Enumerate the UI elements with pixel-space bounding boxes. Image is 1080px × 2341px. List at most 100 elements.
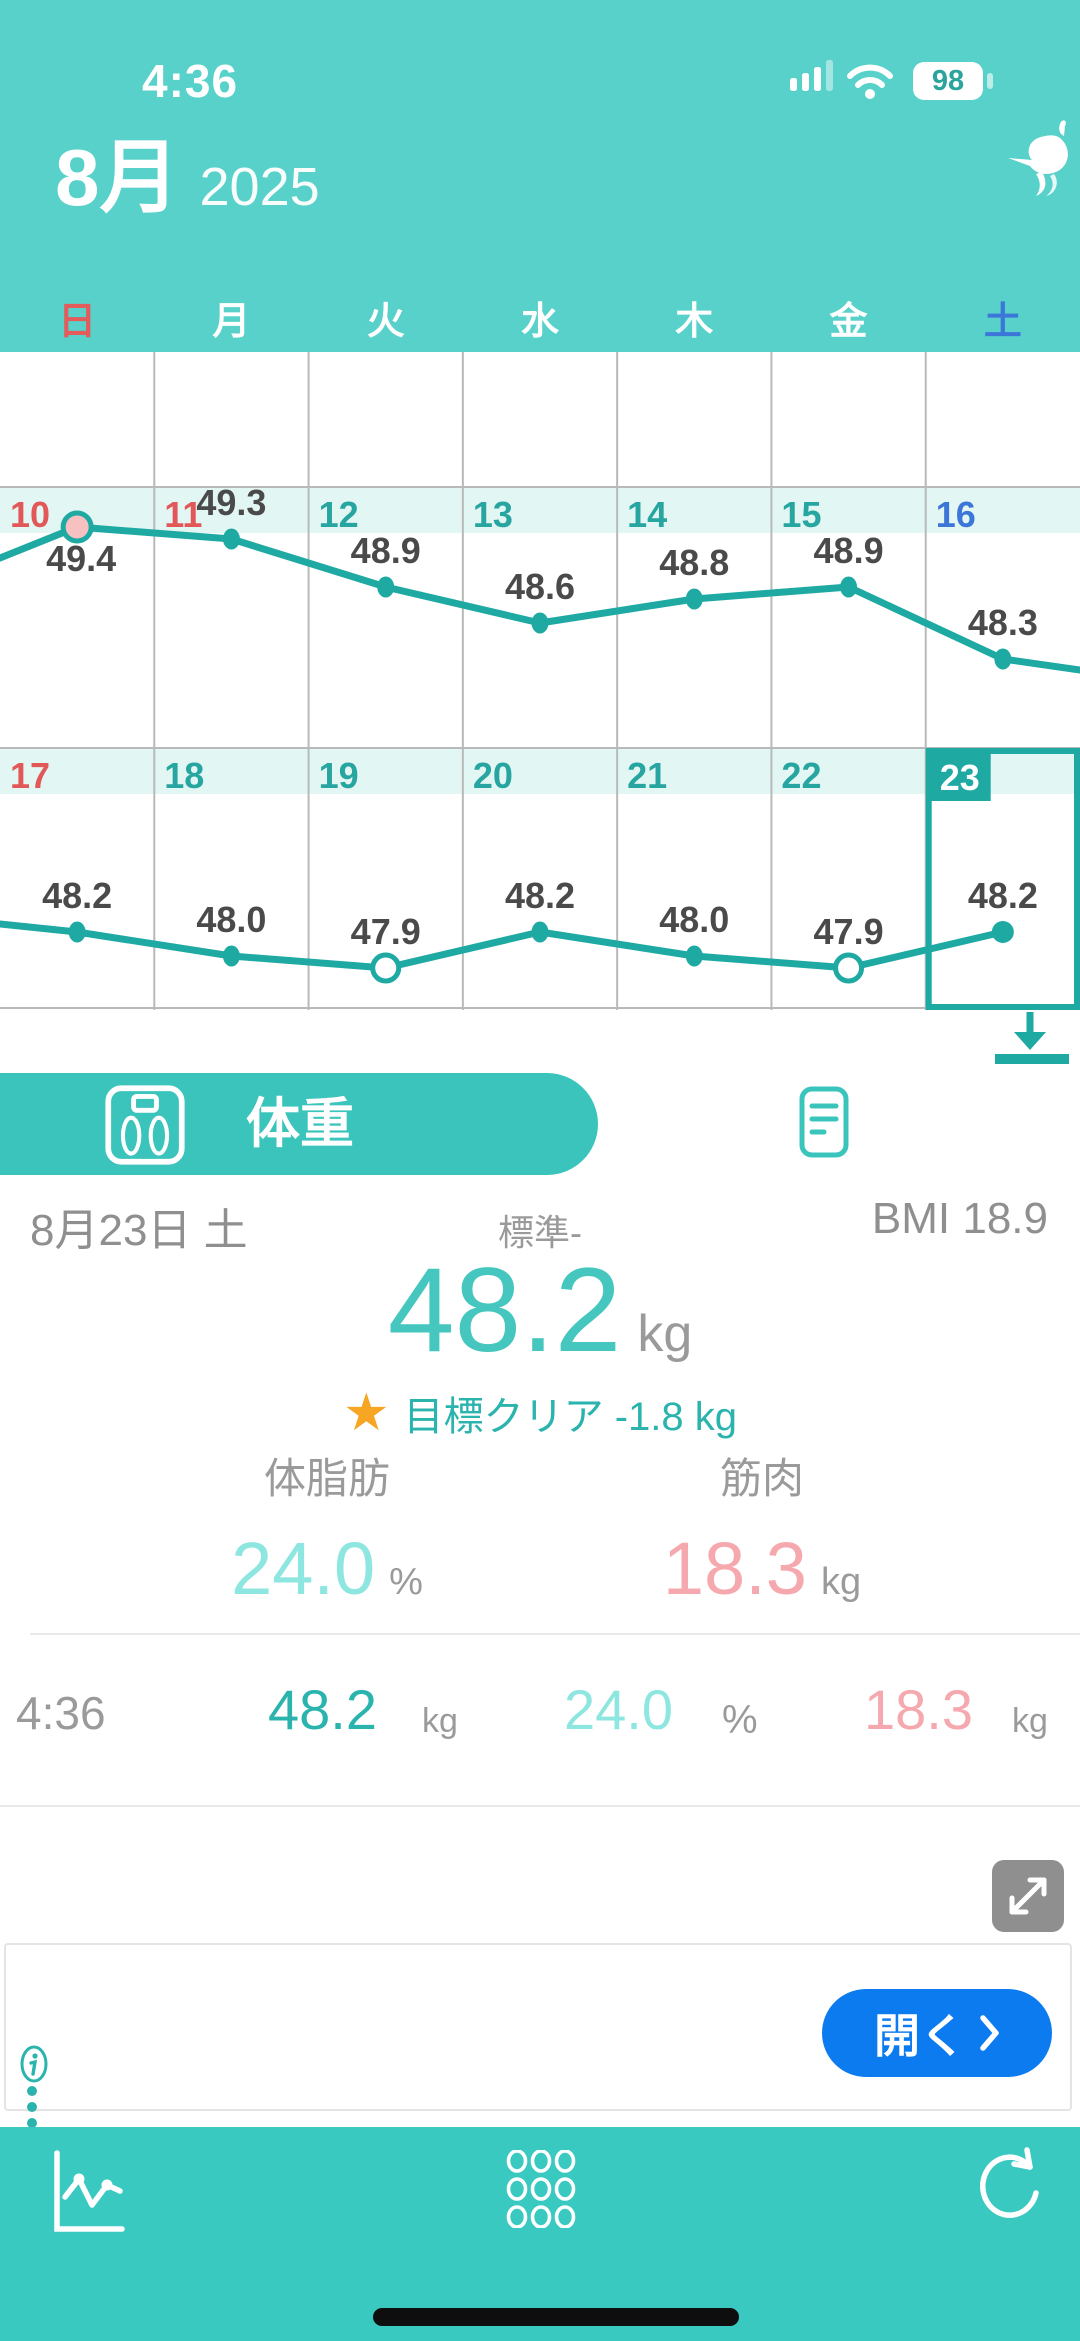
calendar-day-11[interactable]	[154, 487, 308, 748]
calendar-cell-empty[interactable]	[154, 352, 308, 487]
weight-line	[0, 920, 1007, 972]
weight-point-11	[222, 528, 240, 550]
calendar-cell-empty[interactable]	[617, 352, 771, 487]
selected-day-border	[925, 748, 1080, 1010]
weight-point-14	[685, 588, 703, 610]
weight-label-17: 48.2	[42, 875, 112, 916]
calendar-day-18[interactable]	[154, 748, 308, 1010]
memo-note-icon[interactable]	[799, 1086, 849, 1158]
ad-info-icon[interactable]	[14, 2041, 54, 2087]
calendar-cell-empty[interactable]	[463, 352, 617, 487]
calendar-day-17[interactable]	[0, 748, 154, 1010]
weight-point-20	[531, 921, 549, 943]
refresh-nav-icon[interactable]	[972, 2145, 1044, 2229]
calendar-cell-empty[interactable]	[309, 352, 463, 487]
weight-point-min-19[interactable]	[370, 952, 402, 984]
expand-arrows-icon	[1009, 1877, 1047, 1915]
weight-point-13	[531, 612, 549, 634]
weekday-label-木: 木	[675, 301, 714, 343]
body-fat-value: 24.0	[231, 1527, 376, 1610]
ad-open-button[interactable]: 開く	[822, 1989, 1052, 2077]
goal-star-icon: ★	[342, 1384, 390, 1442]
weekday-label-土: 土	[983, 301, 1022, 343]
goal-achievement-row: ★ 目標クリア -1.8 kg	[0, 1384, 1080, 1442]
weight-point-12	[377, 576, 395, 598]
weight-label-18: 48.0	[196, 899, 266, 940]
header: 4:36 98 8月 2025 日 月 火 水 木 金 土	[0, 0, 1080, 352]
date-number-17: 17	[10, 755, 50, 796]
weekday-label-水: 水	[520, 301, 559, 343]
expand-button[interactable]	[992, 1860, 1064, 1932]
weight-category-label: 標準-	[498, 1212, 582, 1253]
weight-tab-label: 体重	[246, 1094, 354, 1154]
menu-grid-icon[interactable]	[506, 2150, 576, 2228]
calendar-chart: 49.4 49.3 48.9 48.6 48.8 48.9 48.3 10 11 12 13 14 15…	[0, 352, 1080, 1010]
date-number-21: 21	[627, 755, 667, 796]
weight-label-13: 48.6	[505, 566, 575, 607]
muscle-label: 筋肉	[719, 1455, 804, 1502]
weight-point-16	[994, 648, 1012, 670]
weight-label-19: 47.9	[351, 911, 421, 952]
bottom-nav-bar	[0, 2127, 1080, 2341]
calendar-day-16[interactable]	[926, 487, 1080, 748]
scroll-down-arrow-icon[interactable]	[995, 1012, 1075, 1064]
date-number-10: 10	[10, 494, 50, 535]
muscle-block: 筋肉 18.3 kg	[592, 1445, 932, 1606]
date-number-14: 14	[627, 494, 667, 535]
weekday-label-火: 火	[366, 301, 405, 343]
calendar-day-21[interactable]	[617, 748, 771, 1010]
date-strip	[0, 487, 1080, 533]
calendar-day-15[interactable]	[771, 487, 925, 748]
ad-options-dots-icon[interactable]	[24, 2085, 40, 2133]
year-label: 2025	[199, 157, 320, 217]
hummingbird-logo-icon[interactable]	[1002, 118, 1074, 200]
wifi-icon	[847, 64, 893, 99]
weight-label-21: 48.0	[659, 899, 729, 940]
calendar-day-13[interactable]	[463, 487, 617, 748]
calendar-day-12[interactable]	[309, 487, 463, 748]
battery-nub	[987, 73, 993, 89]
calendar-day-23[interactable]	[926, 748, 1080, 1010]
weight-label-23: 48.2	[968, 875, 1038, 916]
weight-point-min-22[interactable]	[833, 952, 865, 984]
calendar-day-10[interactable]	[0, 487, 154, 748]
weight-point-18	[222, 945, 240, 967]
month-title: 8月 2025	[55, 138, 320, 218]
home-indicator[interactable]	[373, 2308, 739, 2326]
weight-tab-pill[interactable]: 体重	[0, 1073, 598, 1175]
status-time: 4:36	[142, 55, 239, 107]
divider	[30, 1633, 1080, 1635]
date-number-23: 23	[940, 757, 980, 798]
goal-text: 目標クリア -1.8 kg	[403, 1395, 738, 1439]
calendar-day-19[interactable]	[309, 748, 463, 1010]
date-number-19: 19	[319, 755, 359, 796]
battery-icon: 98	[913, 62, 983, 100]
weight-point-23[interactable]	[991, 921, 1014, 943]
measurement-entry-row[interactable]: 4:36 48.2 kg 24.0 % 18.3 kg	[0, 1680, 1080, 1760]
weight-label-16: 48.3	[968, 602, 1038, 643]
muscle-value: 18.3	[662, 1527, 807, 1610]
weight-value: 48.2	[387, 1243, 622, 1377]
ad-open-label: 開く	[874, 2010, 966, 2062]
calendar-day-22[interactable]	[771, 748, 925, 1010]
entry-body-fat-unit: %	[722, 1698, 758, 1742]
weight-point-max-10[interactable]	[60, 510, 94, 544]
entry-weight-unit: kg	[422, 1702, 458, 1740]
calendar-day-14[interactable]	[617, 487, 771, 748]
graph-nav-icon[interactable]	[50, 2149, 126, 2235]
ad-banner[interactable]: 開く	[4, 1943, 1072, 2128]
entry-muscle: 18.3	[864, 1678, 973, 1741]
selected-date-badge	[928, 751, 991, 801]
entry-muscle-unit: kg	[1012, 1702, 1048, 1740]
calendar-day-20[interactable]	[463, 748, 617, 1010]
bmi-value: BMI 18.9	[871, 1194, 1048, 1243]
weight-point-21	[685, 945, 703, 967]
calendar-cell-empty[interactable]	[926, 352, 1080, 487]
date-number-18: 18	[164, 755, 204, 796]
weight-label-20: 48.2	[505, 875, 575, 916]
date-number-12: 12	[319, 494, 359, 535]
muscle-unit: kg	[820, 1561, 862, 1603]
calendar-cell-empty[interactable]	[771, 352, 925, 487]
calendar-cell-empty[interactable]	[0, 352, 154, 487]
weight-point-17	[68, 921, 86, 943]
